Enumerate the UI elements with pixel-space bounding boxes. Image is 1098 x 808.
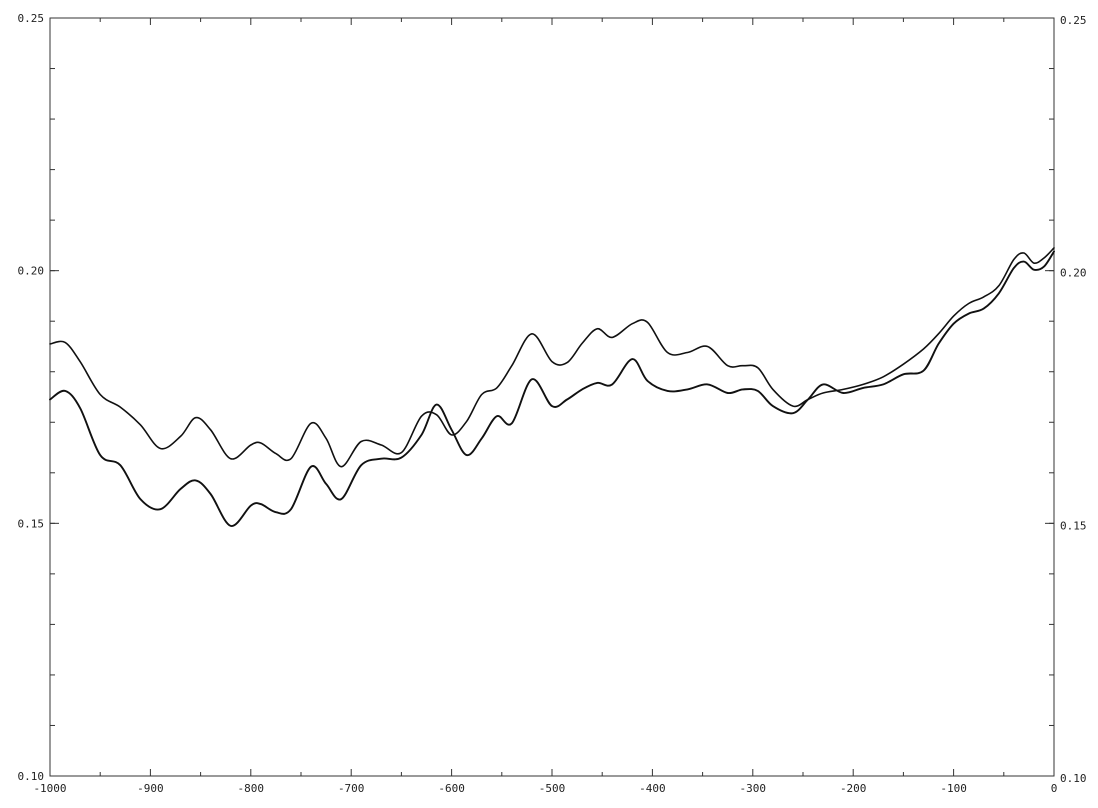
x-tick-label: -700: [338, 782, 365, 795]
y-tick-label-right: 0.10: [1060, 772, 1087, 785]
y-tick-label-right: 0.25: [1060, 14, 1087, 27]
x-tick-label: 0: [1051, 782, 1058, 795]
x-tick-label: -100: [940, 782, 967, 795]
y-tick-label: 0.15: [18, 517, 45, 530]
series-line-2: [49, 250, 1055, 527]
y-axis-right: 0.10 0.15 0.20 0.25: [1045, 14, 1087, 785]
y-tick-label: 0.25: [18, 12, 45, 25]
series-line-1: [49, 247, 1055, 468]
x-tick-label: -1000: [33, 782, 66, 795]
x-tick-label: -500: [539, 782, 566, 795]
x-tick-label: -400: [639, 782, 666, 795]
x-tick-label: -300: [740, 782, 767, 795]
x-axis: -1000 -900 -800 -700 -600 -500 -400 -300 -200 -10…: [33, 18, 1057, 795]
y-tick-label: 0.10: [18, 770, 45, 783]
x-tick-label: -800: [238, 782, 265, 795]
series-layer: [49, 247, 1055, 527]
y-axis-left: 0.10 0.15 0.20 0.25: [18, 12, 59, 783]
y-tick-label-right: 0.20: [1060, 267, 1087, 280]
x-tick-label: -600: [438, 782, 465, 795]
plot-border: [49, 17, 1055, 777]
x-tick-label: -200: [840, 782, 867, 795]
x-tick-label: -900: [137, 782, 164, 795]
y-tick-label: 0.20: [18, 265, 45, 278]
y-tick-label-right: 0.15: [1060, 519, 1087, 532]
plot-frame: [49, 17, 1055, 777]
